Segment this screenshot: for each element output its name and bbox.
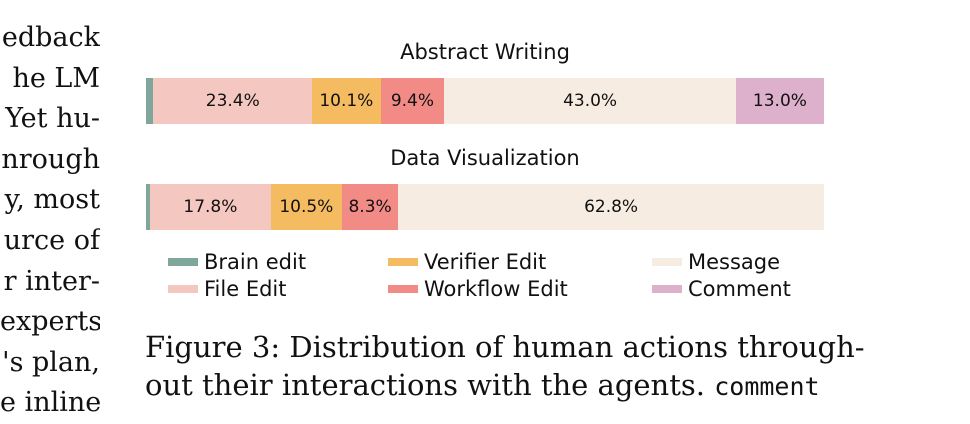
bar-segment-verifier-edit: 10.5% — [270, 184, 342, 230]
body-text-line: urce of — [3, 224, 100, 256]
bar-segment-comment: 13.0% — [735, 78, 824, 124]
data-label: 13.0% — [752, 91, 807, 111]
bar-segment-brain-edit — [146, 78, 154, 124]
bar-segment-workflow-edit: 9.4% — [380, 78, 445, 124]
legend-item: Brain edit — [168, 250, 306, 274]
legend-item: Verifier Edit — [388, 250, 546, 274]
legend-swatch — [168, 258, 198, 266]
legend-swatch — [652, 285, 682, 293]
caption-line-1: Figure 3: Distribution of human actions … — [145, 330, 865, 364]
legend-label: Message — [688, 250, 781, 274]
bar-segment-file-edit: 23.4% — [153, 78, 313, 124]
legend-label: Verifier Edit — [424, 250, 547, 274]
caption-line-2-text: out their interactions with the agents. — [145, 368, 715, 402]
data-label: 9.4% — [390, 91, 435, 111]
bar-segment-message: 62.8% — [398, 184, 824, 230]
legend-swatch — [652, 258, 682, 266]
chart-title-data-visualization: Data Visualization — [390, 146, 580, 170]
legend-label: File Edit — [204, 277, 287, 301]
legend-item: File Edit — [168, 277, 286, 301]
legend-label: Workflow Edit — [424, 277, 568, 301]
legend-swatch — [388, 285, 418, 293]
body-text-line: r inter- — [3, 265, 100, 297]
legend-item: Message — [652, 250, 780, 274]
body-text-line: Yet hu- — [5, 103, 100, 135]
caption-code-comment: comment — [714, 372, 820, 401]
data-label: 10.5% — [279, 197, 334, 217]
body-text-line: y, most — [4, 184, 100, 216]
caption-line-2: out their interactions with the agents. … — [145, 366, 845, 406]
data-label: 8.3% — [348, 197, 392, 217]
body-text-line: experts — [0, 306, 100, 338]
legend-swatch — [388, 258, 418, 266]
bar-segment-file-edit: 17.8% — [150, 184, 271, 230]
data-label: 23.4% — [205, 91, 260, 111]
figure-3: Abstract Writing 23.4% 10.1% 9.4% 43.0% 13.0… — [140, 0, 970, 421]
legend-item: Workflow Edit — [388, 277, 568, 301]
body-text-line: edback — [1, 22, 100, 53]
body-text-line: he LM — [12, 62, 100, 94]
chart-title-abstract-writing: Abstract Writing — [400, 40, 570, 64]
legend-label: Brain edit — [204, 250, 307, 274]
legend-item: Comment — [652, 277, 791, 301]
figure-caption: Figure 3: Distribution of human actions … — [145, 328, 865, 406]
bar-segment-workflow-edit: 8.3% — [341, 184, 399, 230]
body-text-line: 's plan, — [2, 346, 100, 378]
legend-label: Comment — [688, 277, 791, 301]
bar-segment-brain-edit — [146, 184, 151, 230]
body-text-left-column: edback he LM Yet hu-nrough y, most urce of r … — [0, 18, 100, 424]
data-label: 43.0% — [563, 91, 618, 111]
body-text-line: e inline — [0, 387, 100, 419]
bar-segment-verifier-edit: 10.1% — [312, 78, 381, 124]
data-label: 17.8% — [183, 197, 238, 217]
stacked-bar-abstract-writing: 23.4% 10.1% 9.4% 43.0% 13.0% — [146, 78, 824, 124]
data-label: 62.8% — [584, 197, 639, 217]
body-text-line: nrough — [1, 143, 100, 175]
legend-swatch — [168, 285, 198, 293]
stacked-bar-data-visualization: 17.8% 10.5% 8.3% 62.8% — [146, 184, 824, 230]
data-label: 10.1% — [319, 91, 374, 111]
bar-segment-message: 43.0% — [444, 78, 736, 124]
